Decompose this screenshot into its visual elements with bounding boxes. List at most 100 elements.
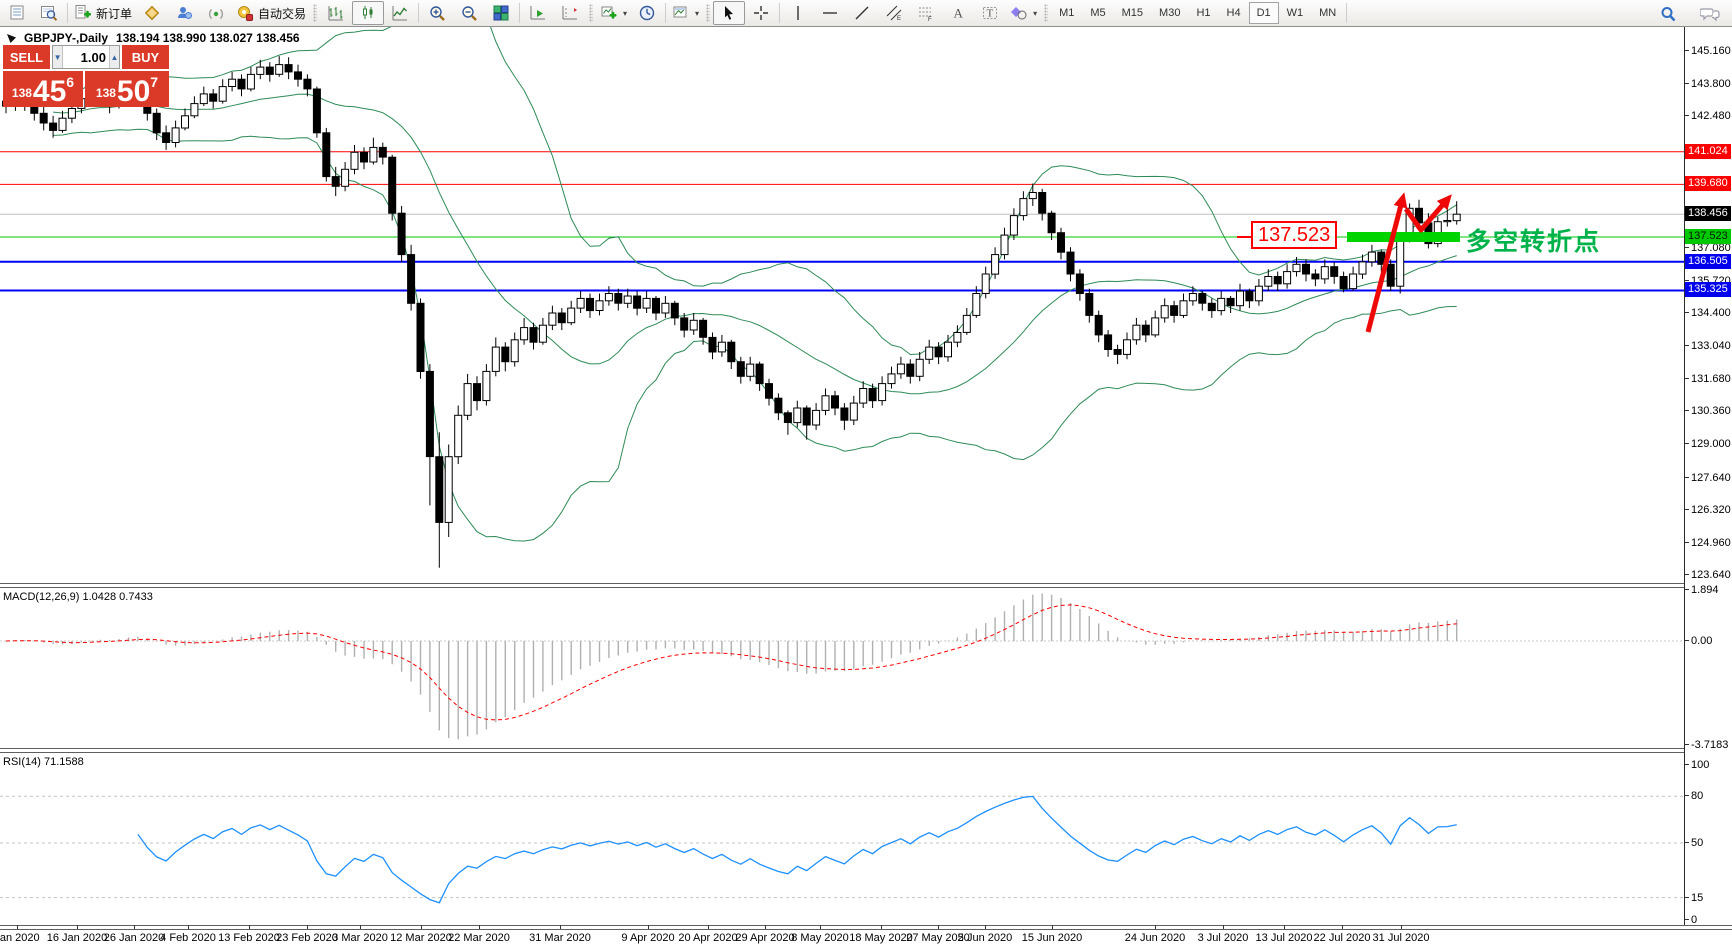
timeframe-h1-button[interactable]: H1 [1196, 7, 1211, 19]
indicators-button[interactable]: ▾ [596, 1, 631, 25]
pane-splitter-main-macd[interactable] [0, 583, 1732, 584]
periods-button[interactable] [631, 1, 663, 25]
templates-icon [673, 6, 687, 18]
price-annotation-box[interactable]: 137.523 [1251, 221, 1338, 249]
shapes-icon [1011, 7, 1027, 20]
timeframe-m5-button[interactable]: M5 [1090, 7, 1106, 19]
pane-splitter-main-macd-2[interactable] [0, 587, 1732, 588]
volume-decrease-button[interactable]: ▼ [53, 46, 64, 68]
date-tick [985, 925, 986, 929]
shapes-tool-button[interactable]: ▾ [1006, 1, 1041, 25]
date-axis-separator [0, 925, 1732, 926]
periods-clock-icon [639, 5, 655, 21]
indicators-icon [601, 6, 617, 19]
crosshair-tool-button[interactable] [745, 1, 777, 25]
price-tick: 124.960 [1685, 536, 1731, 549]
auto-scroll-button[interactable] [522, 1, 554, 25]
buy-price-tile[interactable]: 138 50 7 [85, 71, 169, 107]
autotrading-icon [238, 6, 254, 21]
date-label: 22 Mar 2020 [448, 932, 510, 944]
auto-scroll-icon [530, 6, 546, 20]
text-label-tool-button[interactable]: T [974, 1, 1006, 25]
chat-button[interactable] [1694, 2, 1726, 26]
buy-price-prefix: 138 [95, 86, 116, 100]
text-tool-button[interactable]: A [942, 1, 974, 25]
buy-button[interactable]: BUY [122, 45, 169, 69]
date-label: 22 Jul 2020 [1313, 932, 1371, 944]
sell-price-tile[interactable]: 138 45 6 [3, 71, 83, 107]
one-click-trading-panel: SELL ▼ ▲ BUY 138 45 6 138 50 7 [3, 45, 169, 107]
date-tick [938, 925, 939, 929]
price-tick: 123.640 [1685, 569, 1731, 581]
timeframe-h4-button[interactable]: H4 [1226, 7, 1241, 19]
price-tick: 145.160 [1685, 45, 1731, 57]
autotrading-button[interactable]: 自动交易 [232, 1, 310, 25]
date-tick [1052, 925, 1053, 929]
timeframe-w1-button[interactable]: W1 [1286, 7, 1304, 19]
price-chart-canvas[interactable] [0, 27, 1684, 583]
date-label: 20 Apr 2020 [678, 932, 738, 944]
timeframe-mn-button[interactable]: MN [1319, 7, 1337, 19]
symbol-search-button[interactable] [33, 1, 65, 25]
rsi-pane-canvas[interactable] [0, 753, 1684, 923]
trendline-tool-button[interactable] [846, 1, 878, 25]
svg-text:T: T [987, 8, 994, 20]
search-icon [1661, 7, 1676, 22]
vertical-line-tool-button[interactable] [782, 1, 814, 25]
rsi-scale-tick: 100 [1684, 759, 1710, 771]
new-order-label: 新订单 [96, 6, 133, 21]
pane-splitter-macd-rsi-2[interactable] [0, 752, 1732, 753]
price-badge-136.505: 136.505 [1685, 253, 1731, 269]
line-chart-button[interactable] [384, 1, 416, 25]
date-label: Jan 2020 [0, 932, 40, 944]
timeframe-m1-button[interactable]: M1 [1059, 7, 1075, 19]
date-tick [249, 925, 250, 929]
svg-text:A: A [954, 6, 964, 21]
date-tick [560, 925, 561, 929]
signals-button[interactable] [200, 1, 232, 25]
timeframe-d1-button[interactable]: D1 [1248, 2, 1279, 24]
tile-windows-button[interactable] [485, 1, 517, 25]
sell-button[interactable]: SELL [3, 45, 50, 69]
timeframe-m30-button[interactable]: M30 [1159, 7, 1181, 19]
zoom-in-button[interactable] [421, 1, 453, 25]
equidistant-channel-tool-button[interactable]: E [878, 1, 910, 25]
date-tick [708, 925, 709, 929]
symbol-search-icon [41, 6, 58, 21]
new-order-button[interactable]: 新订单 [70, 1, 136, 25]
price-badge-139.680: 139.680 [1685, 176, 1731, 192]
chart-title-bar: GBPJPY-,Daily 138.194 138.990 138.027 13… [7, 31, 300, 45]
date-label: 8 May 2020 [791, 932, 849, 944]
metaeditor-button[interactable] [136, 1, 168, 25]
candlestick-chart-button[interactable] [352, 1, 385, 25]
date-label: 9 Apr 2020 [621, 932, 675, 944]
date-axis-separator-2 [0, 929, 1732, 930]
price-tick: 133.040 [1685, 340, 1731, 353]
zoom-out-button[interactable] [453, 1, 485, 25]
chart-shift-button[interactable] [554, 1, 586, 25]
community-button[interactable] [168, 1, 200, 25]
fibonacci-tool-button[interactable]: F [910, 1, 942, 25]
pane-splitter-macd-rsi[interactable] [0, 748, 1732, 749]
date-tick [820, 925, 821, 929]
macd-pane-canvas[interactable] [0, 588, 1684, 748]
templates-button[interactable]: ▾ [668, 1, 703, 25]
volume-input[interactable] [63, 46, 109, 68]
market-watch-icon[interactable] [1, 1, 33, 25]
macd-scale-tick: 0.00 [1684, 635, 1713, 647]
date-label: 13 Feb 2020 [218, 932, 280, 944]
community-icon [178, 7, 193, 19]
search-button[interactable] [1652, 2, 1684, 26]
date-label: 27 May 2020 [906, 932, 970, 944]
crosshair-icon [754, 6, 769, 20]
cursor-tool-button[interactable] [713, 1, 746, 25]
horizontal-line-tool-button[interactable] [814, 1, 846, 25]
price-tick: 127.640 [1685, 471, 1731, 484]
metaeditor-icon [144, 5, 160, 21]
timeframe-m15-button[interactable]: M15 [1121, 7, 1144, 19]
rsi-scale-tick: 80 [1684, 790, 1704, 802]
volume-increase-button[interactable]: ▲ [108, 46, 119, 68]
chart-shift-icon [562, 6, 578, 20]
bar-chart-button[interactable] [320, 1, 352, 25]
